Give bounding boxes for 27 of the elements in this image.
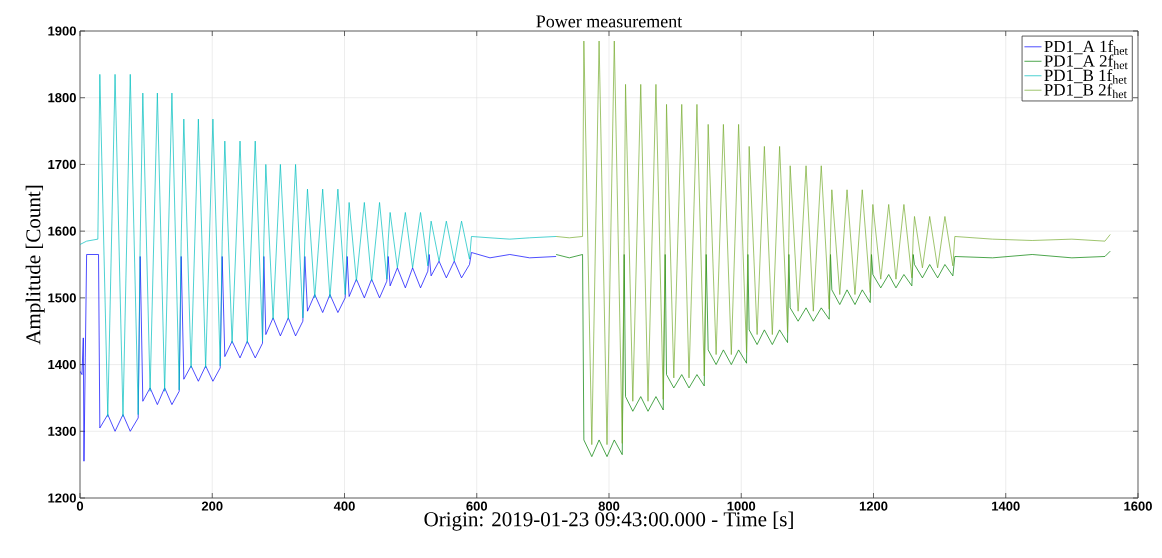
y-tick-label: 1800 — [48, 93, 76, 103]
x-axis-title: Origin: 2019-01-23 09:43:00.000 - Time [s] — [424, 511, 793, 531]
y-tick-label: 1900 — [48, 26, 76, 36]
y-tick-label: 1200 — [48, 493, 76, 503]
x-tick-label: 200 — [201, 501, 223, 511]
x-tick-label: 1600 — [1124, 501, 1152, 511]
y-tick-label: 1700 — [48, 159, 76, 170]
legend-label: PD1_B 1f$_{het}$ — [1044, 69, 1127, 84]
y-tick-label: 1600 — [48, 226, 76, 236]
x-tick-label: 1200 — [859, 501, 888, 511]
x-tick-label: 400 — [333, 501, 355, 511]
x-tick-label: 1000 — [727, 501, 756, 511]
x-tick-label: 800 — [598, 501, 620, 511]
x-tick-label: 0 — [76, 501, 84, 511]
y-tick-label: 1400 — [48, 359, 76, 370]
x-tick-label: 1400 — [992, 501, 1020, 511]
line-series — [555, 250, 1111, 457]
y-tick-label: 1500 — [48, 293, 76, 303]
y-axis-title: Amplitude [Count] — [25, 185, 45, 345]
x-tick-label: 600 — [466, 501, 488, 511]
line-series — [80, 74, 557, 417]
y-tick-label: 1300 — [48, 426, 76, 436]
legend-label: PD1_A 1f$_{het}$ — [1044, 40, 1128, 55]
line-series — [80, 252, 557, 462]
legend-label: PD1_B 2f$_{het}$ — [1044, 83, 1127, 99]
chart-title: Power measurement — [536, 15, 683, 28]
legend-label: PD1_A 2f$_{het}$ — [1044, 54, 1128, 70]
